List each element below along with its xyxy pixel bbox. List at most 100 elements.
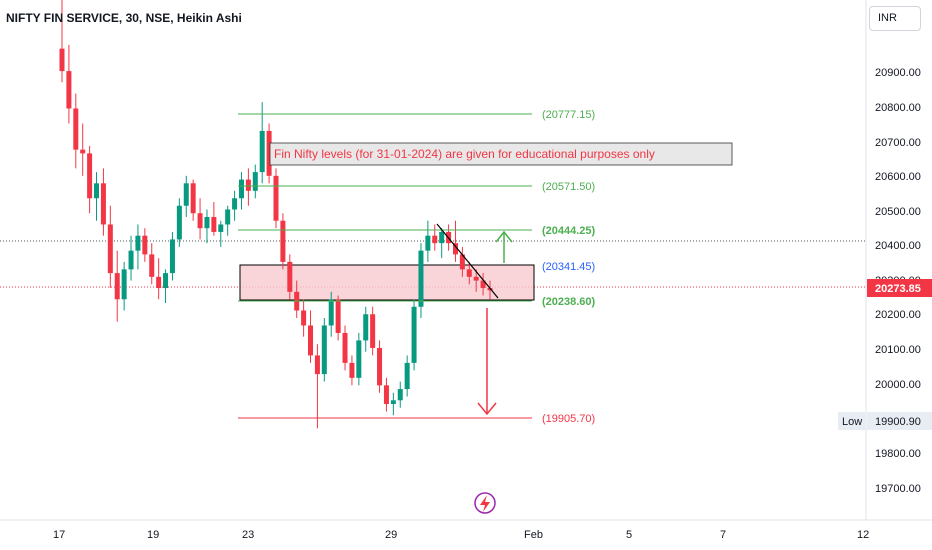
low-value: 19900.90 [875, 416, 921, 428]
price-tick: 20500.00 [875, 206, 921, 218]
level-label-20444: (20444.25) [542, 225, 596, 237]
annotation-text: Fin Nifty levels (for 31-01-2024) are gi… [274, 147, 655, 161]
candle-body [377, 347, 383, 386]
candle-body [328, 299, 334, 326]
candle-body [418, 250, 424, 307]
candle-body [73, 108, 79, 150]
time-tick: 12 [857, 529, 869, 541]
time-tick: 17 [53, 529, 65, 541]
candle-body [459, 254, 465, 270]
candle-body [473, 276, 479, 281]
candle-body [452, 243, 458, 255]
price-tick: 20900.00 [875, 67, 921, 79]
candle-body [280, 220, 286, 262]
candle-body [349, 362, 355, 378]
candle-body [466, 269, 472, 277]
candle-body [128, 250, 134, 270]
candle-body [252, 172, 258, 191]
candle-body [163, 273, 169, 289]
candle-body [80, 149, 86, 154]
candle-body [411, 306, 417, 363]
candle-body [480, 280, 486, 289]
current-price-tag [867, 279, 932, 297]
candle-body [287, 261, 293, 292]
candle-body [273, 175, 279, 221]
time-tick: 29 [385, 529, 397, 541]
candle-body [301, 310, 307, 326]
candle-body [370, 314, 376, 348]
level-label-20571: (20571.50) [542, 181, 595, 193]
candle-body [114, 273, 120, 300]
candle-body [245, 179, 251, 191]
annotation-box[interactable] [269, 142, 733, 166]
current-price-value: 20273.85 [875, 283, 921, 295]
price-tick: 20100.00 [875, 344, 921, 356]
candle-body [149, 254, 155, 277]
up-arrow-icon[interactable] [495, 230, 513, 263]
candle-body [342, 332, 348, 363]
low-label-box [838, 412, 866, 430]
candle-body [87, 153, 93, 199]
candle-body [94, 183, 100, 199]
price-tick: 19700.00 [875, 483, 921, 495]
price-tick: 20000.00 [875, 379, 921, 391]
price-tick: 20600.00 [875, 171, 921, 183]
candle-body [169, 239, 175, 274]
time-tick: 5 [626, 529, 632, 541]
candle-body [397, 389, 403, 401]
candle-body [59, 48, 65, 72]
candle-body [66, 71, 72, 109]
candle-body [356, 340, 362, 378]
low-label: Low [842, 416, 862, 428]
candle-body [321, 325, 327, 375]
candle-body [363, 314, 369, 341]
candle-body [383, 385, 389, 405]
candle-body [135, 235, 141, 251]
candle-body [107, 224, 113, 274]
candle-body [204, 216, 210, 229]
price-tick: 19800.00 [875, 448, 921, 460]
candle-body [432, 235, 438, 244]
time-tick: 23 [242, 529, 254, 541]
candle-body [121, 269, 127, 300]
level-label-20341: (20341.45) [542, 261, 595, 273]
candle-body [404, 362, 410, 390]
lightning-icon[interactable] [474, 492, 496, 514]
level-label-20777: (20777.15) [542, 109, 595, 121]
level-label-20238: (20238.60) [542, 296, 596, 308]
trend-line[interactable] [436, 223, 499, 299]
candle-body [439, 231, 445, 244]
price-tick: 20700.00 [875, 137, 921, 149]
candle-body [335, 299, 341, 333]
candle-body [142, 235, 148, 255]
time-tick: Feb [524, 529, 543, 541]
candle-body [197, 213, 203, 229]
candle-body [308, 325, 314, 356]
candle-body [225, 209, 231, 225]
candle-body [183, 183, 189, 206]
candle-body [232, 198, 238, 210]
candle-body [238, 179, 244, 199]
candle-body [100, 183, 106, 225]
time-tick: 7 [720, 529, 726, 541]
candle-body [259, 130, 265, 173]
candle-body [218, 224, 224, 232]
candle-body [156, 276, 162, 289]
candle-body [211, 216, 217, 232]
down-arrow-icon[interactable] [477, 308, 497, 416]
low-value-box [867, 412, 932, 430]
candle-body [266, 130, 272, 176]
candle-body [190, 183, 196, 214]
currency-button[interactable]: INR [869, 6, 921, 31]
time-tick: 19 [147, 529, 159, 541]
price-tick: 20400.00 [875, 240, 921, 252]
level-label-19905: (19905.70) [542, 413, 595, 425]
candles-layer [59, 0, 493, 429]
candle-body [425, 235, 431, 251]
price-tick: 20800.00 [875, 102, 921, 114]
candle-body [390, 400, 396, 405]
candle-body [176, 205, 182, 240]
chart-title: NIFTY FIN SERVICE, 30, NSE, Heikin Ashi [6, 11, 242, 25]
price-tick: 20200.00 [875, 309, 921, 321]
